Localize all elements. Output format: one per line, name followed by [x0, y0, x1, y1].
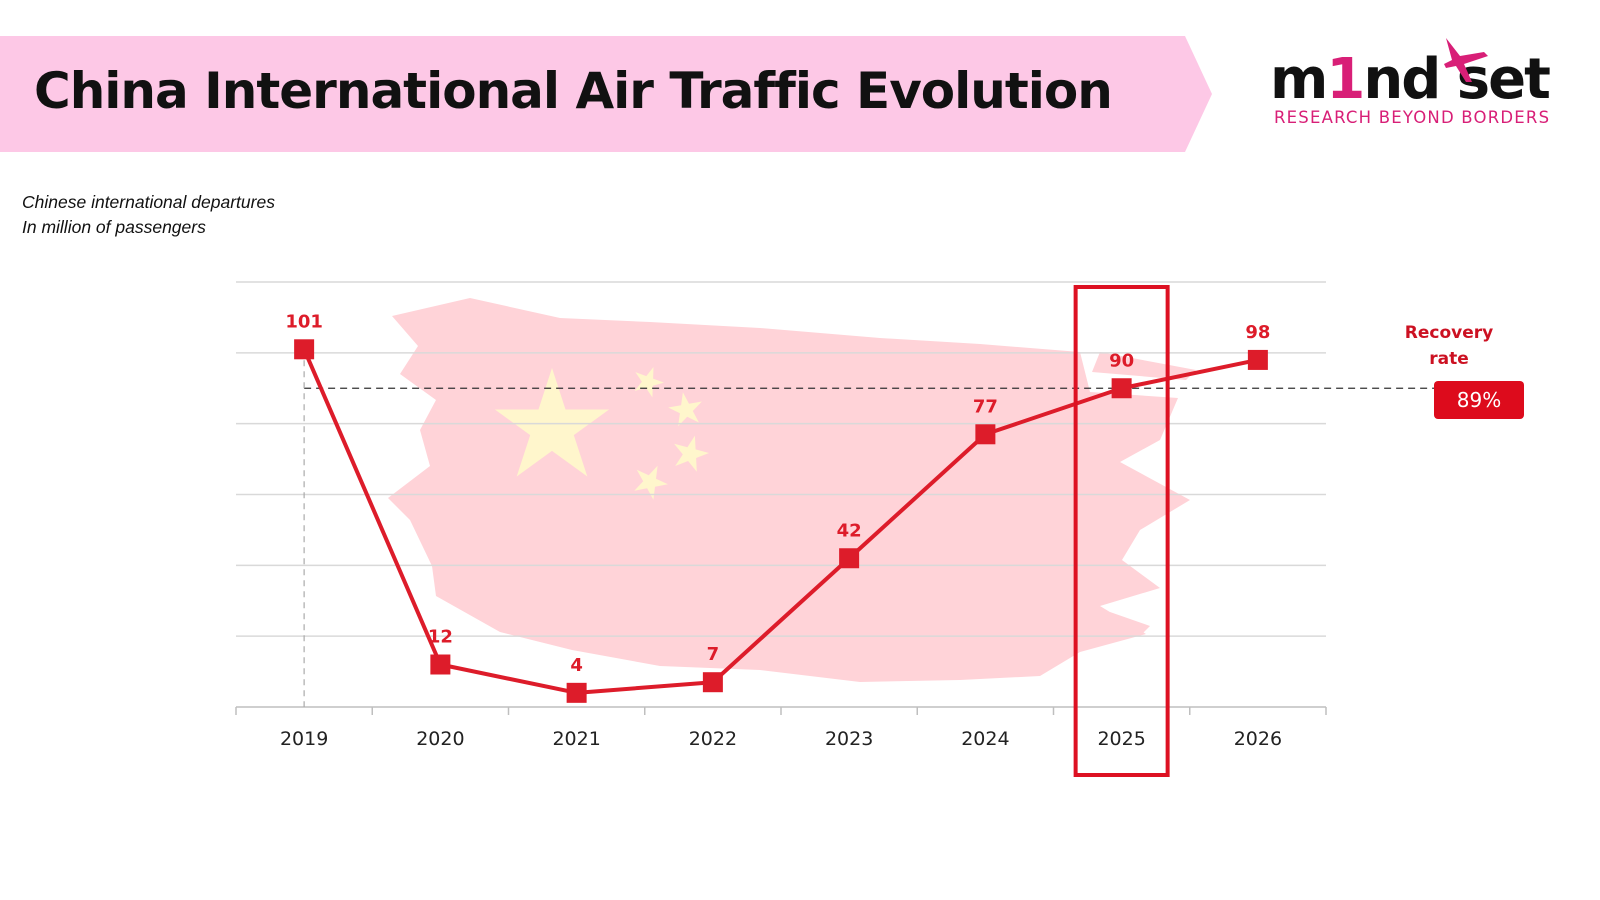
flag-brush-wisp [1100, 612, 1150, 636]
logo-word-accent: 1 [1326, 47, 1365, 112]
recovery-rate-label: Recovery rate [1404, 323, 1494, 369]
banner-arrow-shape [0, 36, 1212, 152]
title-banner [0, 36, 1240, 156]
page-title: China International Air Traffic Evolutio… [34, 62, 1113, 120]
data-point-marker [566, 682, 587, 703]
data-labels: 101 12 4 7 42 77 90 98 [285, 311, 1270, 676]
data-label: 77 [973, 396, 998, 417]
mindset-logo: m1nd set RESEARCH BEYOND BORDERS [1270, 32, 1580, 132]
data-point-marker [1247, 349, 1268, 370]
flag-stars [494, 367, 709, 500]
series-line [302, 348, 1259, 695]
data-label: 90 [1109, 350, 1134, 371]
data-point-marker [430, 654, 451, 675]
star-icon [634, 465, 668, 500]
logo-tagline: RESEARCH BEYOND BORDERS [1274, 108, 1551, 127]
x-tick-label: 2020 [416, 728, 464, 750]
plane-icon [1444, 38, 1488, 82]
data-point-marker [839, 548, 860, 569]
x-tick-label: 2024 [961, 728, 1009, 750]
subtitle-line-1: Chinese international departures [22, 192, 275, 212]
chart-subtitle: Chinese international departures In mill… [22, 190, 275, 240]
logo-word-start: m [1270, 47, 1328, 112]
x-tick-label: 2025 [1097, 728, 1145, 750]
x-axis: 2019 2020 2021 2022 2023 2024 2025 2026 [235, 707, 1327, 750]
star-icon [668, 392, 702, 427]
data-point-marker [975, 424, 996, 445]
data-label: 98 [1245, 322, 1270, 343]
flag-brush-stroke [388, 298, 1190, 682]
data-point-marker [1111, 378, 1132, 399]
data-label: 7 [707, 644, 720, 665]
star-icon [494, 368, 610, 477]
highlight-2025-box [1073, 285, 1170, 777]
data-label: 101 [285, 311, 323, 332]
subtitle-line-2: In million of passengers [22, 217, 206, 237]
recovery-rate-badge: 89% [1434, 381, 1524, 419]
x-tick-label: 2026 [1234, 728, 1282, 750]
x-tick-label: 2021 [552, 728, 600, 750]
china-flag-background [388, 298, 1196, 682]
data-markers [294, 339, 1268, 703]
data-label: 42 [837, 520, 862, 541]
x-tick-label: 2023 [825, 728, 873, 750]
star-icon [674, 435, 709, 472]
data-point-marker [294, 339, 315, 360]
flag-brush-wisp [1092, 352, 1196, 380]
data-label: 12 [428, 627, 453, 648]
x-tick-label: 2019 [280, 728, 328, 750]
data-point-marker [702, 672, 723, 693]
data-label: 4 [570, 655, 583, 676]
x-tick-label: 2022 [689, 728, 737, 750]
star-icon [634, 367, 664, 398]
